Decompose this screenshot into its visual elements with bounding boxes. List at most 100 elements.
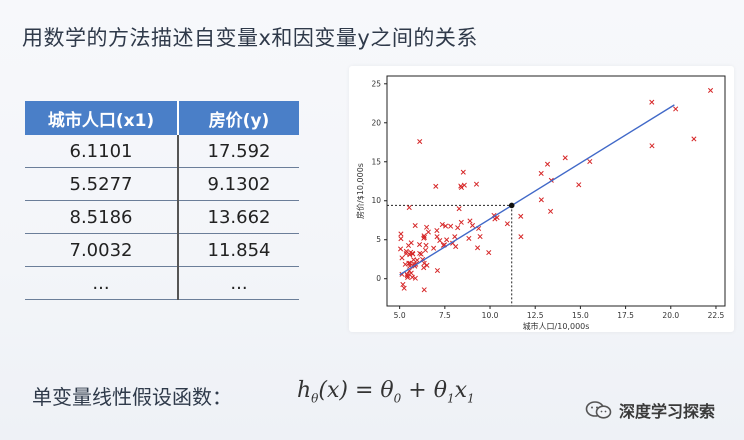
data-point: [431, 245, 437, 251]
formula-x-sub: 1: [467, 391, 475, 406]
wechat-chat-icon: [585, 400, 613, 420]
regression-line: [399, 104, 675, 276]
data-point: [538, 170, 544, 177]
formula-theta0: θ: [380, 378, 394, 403]
x-tick-label: 15.0: [572, 311, 589, 320]
y-tick-label: 15: [371, 157, 381, 166]
table-cell: 5.5277: [25, 167, 179, 201]
data-point: [421, 260, 427, 266]
data-point: [576, 182, 582, 188]
y-tick-label: 20: [371, 118, 381, 127]
x-tick-label: 17.5: [617, 311, 634, 320]
data-point: [406, 204, 412, 211]
data-point: [409, 274, 415, 280]
formula-theta0-sub: 0: [393, 391, 402, 406]
table-cell: 7.0032: [25, 233, 179, 267]
data-point: [453, 244, 459, 250]
table-cell: 11.854: [178, 233, 299, 267]
data-point: [416, 242, 423, 248]
data-point: [691, 136, 697, 142]
data-point: [398, 236, 404, 242]
data-point: [417, 139, 423, 145]
formula-eq: =: [347, 378, 381, 403]
y-tick-label: 0: [376, 274, 381, 283]
data-point: [404, 273, 410, 279]
plot-frame: [386, 75, 726, 307]
data-point: [473, 181, 480, 187]
data-point: [486, 250, 492, 256]
data-point: [421, 233, 427, 239]
formula-theta1: θ: [433, 378, 447, 403]
data-point: [548, 208, 554, 214]
data-point: [460, 169, 466, 175]
watermark-text: 深度学习探索: [619, 402, 716, 421]
data-point: [403, 251, 409, 257]
x-tick-label: 5.0: [394, 311, 406, 320]
data-point: [401, 285, 407, 291]
formula-h: h: [297, 378, 312, 403]
table-cell: 13.662: [178, 200, 299, 234]
data-point: [587, 158, 593, 165]
data-point: [544, 161, 551, 167]
column-header-population: 城市人口(x1): [25, 101, 179, 135]
data-table: 城市人口(x1) 房价(y) 6.1101 17.592 5.5277 9.13…: [25, 101, 299, 300]
chart-fit-line: [399, 104, 675, 276]
table-row: ... ...: [25, 266, 299, 300]
x-tick-label: 12.5: [527, 311, 544, 320]
data-point: [475, 245, 481, 251]
table-header-row: 城市人口(x1) 房价(y): [25, 101, 299, 135]
table-row: 5.5277 9.1302: [25, 167, 299, 201]
chart-ticks: 5.0 7.5 10.0 12.5 15.0 17.5 20.0 22.5 0 5 10 15 20 25: [371, 79, 724, 320]
data-point: [466, 235, 472, 241]
table-cell: 6.1101: [25, 135, 179, 168]
scatter-chart: 5.0 7.5 10.0 12.5 15.0 17.5 20.0 22.5 0 5 10 15 20 25…: [355, 75, 726, 331]
table-cell: 8.5186: [25, 200, 179, 234]
highlight-point: [508, 202, 515, 209]
watermark: 深度学习探索: [585, 398, 715, 422]
data-point: [458, 219, 464, 225]
data-point: [398, 246, 404, 252]
table-row: 6.1101 17.592: [25, 135, 299, 168]
data-point: [424, 224, 430, 230]
y-tick-label: 5: [376, 235, 381, 244]
data-point: [434, 267, 440, 274]
formula-h-sub: θ: [311, 391, 319, 406]
formula-plus: +: [401, 378, 434, 403]
data-point: [448, 223, 454, 229]
data-point: [422, 247, 429, 253]
y-tick-label: 10: [371, 196, 381, 205]
data-point: [405, 274, 411, 281]
chart-axes: [386, 75, 726, 307]
data-point: [456, 206, 462, 212]
data-point: [399, 255, 405, 261]
data-point: [673, 106, 679, 112]
data-point: [423, 242, 429, 248]
data-point: [518, 213, 524, 219]
data-point: [434, 234, 440, 240]
data-point: [406, 260, 412, 266]
table-cell: ...: [25, 266, 179, 300]
data-point: [425, 229, 431, 235]
data-point: [402, 261, 408, 267]
data-point: [417, 250, 423, 256]
x-axis-label: 城市人口/10,000s: [523, 321, 590, 331]
formula-x: x: [454, 378, 468, 403]
data-point: [421, 265, 427, 271]
x-tick-label: 10.0: [482, 311, 499, 320]
page-title: 用数学的方法描述自变量x和因变量y之间的关系: [22, 26, 478, 50]
data-point: [412, 275, 418, 281]
data-point: [414, 257, 420, 263]
x-tick-label: 20.0: [662, 311, 679, 320]
column-header-price: 房价(y): [178, 101, 299, 135]
scatter-chart-panel: 5.0 7.5 10.0 12.5 15.0 17.5 20.0 22.5 0 5 10 15 20 25…: [349, 66, 734, 332]
x-tick-label: 7.5: [439, 311, 451, 320]
data-point: [443, 223, 449, 229]
data-point: [408, 249, 414, 255]
data-point: [538, 197, 544, 203]
data-point: [408, 240, 414, 246]
table-cell: 9.1302: [178, 167, 299, 201]
table-cell: ...: [178, 266, 299, 300]
data-point: [477, 233, 483, 240]
data-point: [458, 184, 465, 191]
y-axis-label: 房价/$10,000s: [355, 163, 365, 219]
